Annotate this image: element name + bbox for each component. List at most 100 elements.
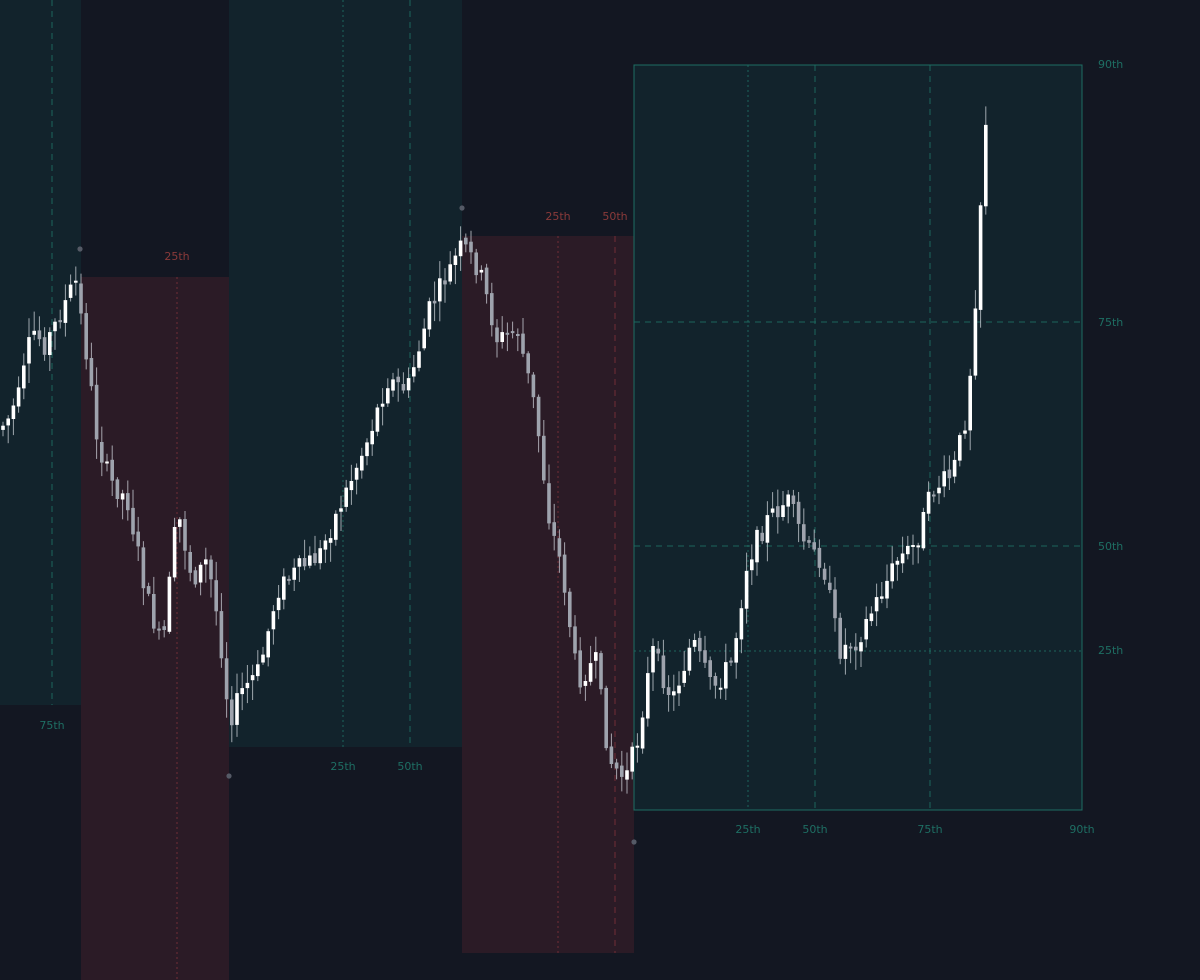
bullish-candle (500, 332, 504, 342)
bullish-candle (687, 647, 692, 671)
bullish-candle (53, 321, 57, 332)
bullish-candle (63, 300, 68, 323)
bearish-candle (521, 333, 525, 354)
bullish-candle (365, 442, 369, 457)
zone-4-level-label: 50th (602, 210, 627, 223)
bearish-candle (188, 552, 192, 573)
bull-zone-3 (229, 0, 462, 747)
bullish-candle (859, 642, 863, 652)
pivot-dot (77, 246, 83, 252)
bearish-candle (100, 442, 104, 463)
bearish-candle (708, 660, 712, 677)
bullish-candle (677, 685, 681, 694)
bearish-candle (219, 611, 224, 659)
bullish-candle (292, 567, 296, 580)
bearish-candle (848, 646, 853, 649)
bullish-candle (339, 508, 343, 512)
bullish-candle (692, 640, 697, 647)
bullish-candle (48, 332, 52, 355)
bullish-candle (718, 687, 723, 690)
zone-5-y-level-label: 90th (1098, 58, 1123, 71)
bearish-candle (79, 283, 83, 314)
bullish-candle (380, 403, 385, 407)
bearish-candle (110, 459, 114, 481)
bearish-candle (162, 626, 166, 630)
bullish-candle (786, 494, 790, 507)
bullish-candle (105, 461, 109, 464)
bullish-candle (1, 425, 5, 430)
bearish-candle (947, 469, 952, 479)
bullish-candle (68, 284, 73, 298)
bullish-candle (916, 545, 920, 548)
bearish-candle (656, 648, 660, 654)
bullish-candle (594, 652, 598, 661)
bullish-candle (32, 330, 36, 335)
bullish-candle (973, 308, 978, 376)
bearish-candle (89, 358, 94, 387)
bullish-candle (282, 576, 286, 600)
bearish-candle (230, 699, 234, 726)
pivot-dot (631, 839, 637, 845)
bearish-candle (313, 553, 317, 563)
bullish-candle (635, 745, 640, 748)
bearish-candle (760, 532, 764, 542)
bullish-candle (22, 365, 26, 389)
bull-zone-5 (633, 64, 1083, 811)
bearish-candle (552, 522, 556, 536)
bullish-candle (256, 664, 260, 677)
bullish-candle (900, 553, 905, 564)
bearish-candle (614, 762, 619, 769)
bullish-candle (167, 576, 172, 632)
bearish-candle (932, 494, 936, 497)
bullish-candle (458, 240, 463, 257)
bullish-candle (880, 596, 884, 599)
zone-5-x-level-label: 75th (917, 823, 942, 836)
bullish-candle (240, 688, 244, 695)
bullish-candle (906, 545, 910, 555)
bearish-candle (557, 538, 562, 557)
bullish-candle (744, 570, 749, 609)
zone-5-x-level-label: 50th (802, 823, 827, 836)
zones-layer (0, 0, 1083, 980)
bullish-candle (354, 467, 359, 480)
bullish-candle (963, 430, 967, 434)
bearish-candle (131, 507, 135, 535)
bearish-candle (796, 501, 801, 524)
bullish-candle (765, 515, 770, 543)
bullish-candle (406, 378, 411, 391)
zone-5-y-level-label: 25th (1098, 644, 1123, 657)
bullish-candle (978, 205, 983, 310)
bearish-candle (432, 300, 437, 304)
bearish-candle (224, 658, 229, 700)
bearish-candle (703, 650, 707, 663)
pivot-dot (459, 205, 465, 211)
bullish-candle (672, 691, 676, 696)
bearish-candle (58, 320, 62, 323)
bullish-candle (178, 519, 182, 527)
bearish-candle (443, 280, 447, 285)
bearish-candle (817, 547, 822, 568)
bearish-candle (505, 332, 510, 335)
bullish-candle (438, 278, 442, 302)
bullish-candle (890, 563, 894, 582)
bearish-candle (568, 591, 572, 628)
bullish-candle (417, 351, 421, 368)
bearish-candle (126, 493, 130, 511)
bearish-candle (484, 267, 489, 295)
bullish-candle (328, 538, 333, 543)
bearish-candle (791, 495, 796, 504)
bullish-candle (739, 608, 744, 640)
bullish-candle (952, 459, 957, 477)
bearish-candle (542, 435, 546, 481)
bearish-candle (516, 334, 520, 336)
bearish-candle (531, 374, 536, 398)
bearish-candle (854, 646, 858, 651)
bearish-candle (547, 483, 551, 524)
bullish-candle (755, 529, 759, 563)
bearish-candle (812, 542, 816, 550)
bearish-candle (287, 578, 291, 581)
bullish-candle (74, 280, 78, 283)
zone-2-level-label: 25th (164, 250, 189, 263)
bullish-candle (750, 559, 754, 571)
bearish-candle (401, 384, 406, 391)
